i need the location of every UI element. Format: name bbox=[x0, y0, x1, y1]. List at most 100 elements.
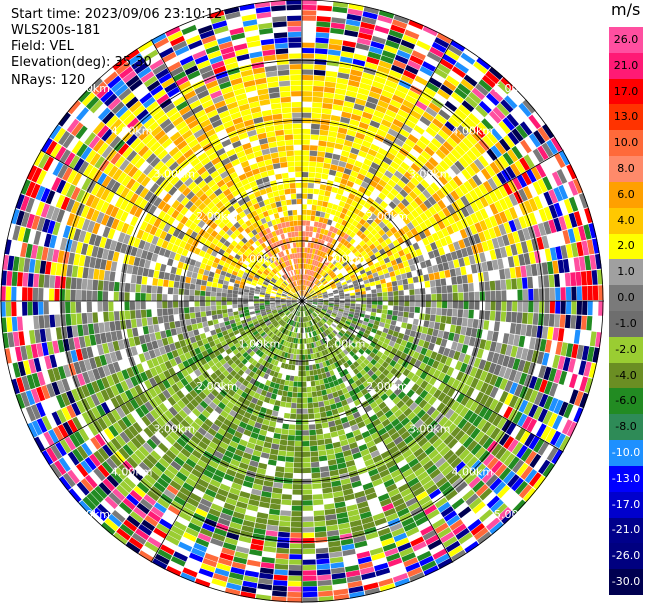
velocity-gate bbox=[468, 91, 482, 105]
velocity-gate bbox=[350, 170, 359, 178]
velocity-gate bbox=[165, 565, 182, 577]
velocity-gate bbox=[256, 512, 269, 519]
velocity-gate bbox=[51, 411, 62, 426]
velocity-gate bbox=[450, 39, 466, 52]
velocity-gate bbox=[333, 342, 340, 349]
velocity-gate bbox=[501, 169, 512, 182]
velocity-gate bbox=[131, 469, 144, 481]
velocity-gate bbox=[322, 201, 329, 208]
velocity-gate bbox=[309, 429, 316, 436]
velocity-gate bbox=[358, 247, 365, 254]
velocity-gate bbox=[475, 380, 484, 391]
velocity-gate bbox=[347, 344, 354, 351]
velocity-gate bbox=[562, 229, 571, 245]
velocity-gate bbox=[579, 392, 589, 409]
velocity-gate bbox=[465, 327, 472, 337]
velocity-gate bbox=[268, 338, 274, 345]
velocity-gate bbox=[306, 303, 312, 306]
velocity-gate bbox=[496, 80, 511, 95]
velocity-gate bbox=[365, 257, 372, 263]
velocity-gate bbox=[321, 422, 329, 429]
velocity-gate bbox=[451, 316, 458, 325]
velocity-gate bbox=[385, 151, 396, 161]
velocity-gate bbox=[488, 362, 497, 374]
velocity-gate bbox=[240, 330, 246, 336]
velocity-gate bbox=[324, 190, 331, 197]
velocity-gate bbox=[503, 406, 513, 419]
velocity-gate bbox=[437, 220, 446, 230]
velocity-gate bbox=[23, 258, 31, 273]
velocity-gate bbox=[189, 492, 202, 503]
velocity-gate bbox=[476, 242, 484, 253]
velocity-gate bbox=[433, 271, 440, 280]
velocity-gate bbox=[473, 186, 484, 198]
velocity-gate bbox=[306, 386, 312, 393]
velocity-gate bbox=[464, 192, 475, 204]
velocity-gate bbox=[184, 313, 191, 320]
velocity-gate bbox=[320, 286, 325, 291]
velocity-gate bbox=[308, 177, 315, 183]
velocity-gate bbox=[403, 557, 419, 568]
velocity-gate bbox=[256, 467, 267, 475]
velocity-gate bbox=[106, 412, 117, 425]
velocity-gate bbox=[533, 406, 543, 420]
velocity-gate bbox=[253, 392, 261, 400]
velocity-gate bbox=[176, 399, 186, 409]
velocity-gate bbox=[100, 201, 110, 214]
velocity-gate bbox=[509, 323, 517, 334]
velocity-gate bbox=[129, 387, 139, 398]
velocity-gate bbox=[363, 158, 373, 167]
velocity-gate bbox=[327, 49, 341, 56]
velocity-gate bbox=[519, 121, 533, 136]
velocity-gate bbox=[287, 325, 291, 331]
velocity-gate bbox=[514, 384, 524, 397]
velocity-gate bbox=[210, 305, 217, 311]
velocity-gate bbox=[290, 308, 295, 313]
velocity-gate bbox=[104, 270, 111, 281]
velocity-gate bbox=[447, 96, 461, 108]
velocity-gate bbox=[302, 462, 311, 468]
velocity-gate bbox=[350, 274, 356, 279]
velocity-gate bbox=[140, 371, 149, 382]
velocity-gate bbox=[115, 350, 123, 361]
velocity-gate bbox=[309, 370, 314, 376]
velocity-gate bbox=[317, 5, 332, 12]
velocity-gate bbox=[265, 368, 272, 375]
velocity-gate bbox=[346, 397, 354, 404]
velocity-gate bbox=[308, 281, 312, 287]
velocity-gate bbox=[286, 301, 292, 303]
velocity-gate bbox=[400, 487, 413, 498]
velocity-gate bbox=[467, 318, 474, 328]
velocity-gate bbox=[312, 248, 316, 255]
velocity-gate bbox=[312, 319, 317, 324]
velocity-gate bbox=[110, 261, 118, 272]
velocity-gate bbox=[368, 205, 377, 213]
velocity-gate bbox=[552, 232, 560, 247]
velocity-gate bbox=[451, 498, 465, 510]
velocity-gate bbox=[295, 310, 299, 316]
velocity-gate bbox=[169, 445, 180, 456]
velocity-gate bbox=[221, 455, 232, 464]
velocity-gate bbox=[526, 239, 534, 253]
velocity-gate bbox=[404, 266, 411, 273]
velocity-gate bbox=[492, 414, 503, 427]
velocity-gate bbox=[442, 485, 455, 497]
velocity-gate bbox=[444, 182, 454, 193]
velocity-gate bbox=[457, 125, 469, 137]
velocity-gate bbox=[371, 507, 383, 516]
velocity-gate bbox=[311, 259, 316, 266]
velocity-gate bbox=[485, 474, 499, 487]
velocity-gate bbox=[221, 292, 227, 297]
velocity-gate bbox=[259, 305, 265, 308]
velocity-gate bbox=[450, 251, 458, 260]
velocity-gate bbox=[248, 295, 254, 299]
velocity-gate bbox=[507, 256, 515, 268]
velocity-gate bbox=[257, 327, 263, 333]
velocity-gate bbox=[17, 272, 23, 287]
velocity-gate bbox=[163, 469, 176, 480]
velocity-gate bbox=[26, 422, 38, 438]
velocity-gate bbox=[381, 209, 390, 217]
velocity-gate bbox=[31, 167, 43, 183]
velocity-gate bbox=[373, 436, 383, 445]
velocity-gate bbox=[231, 270, 238, 276]
